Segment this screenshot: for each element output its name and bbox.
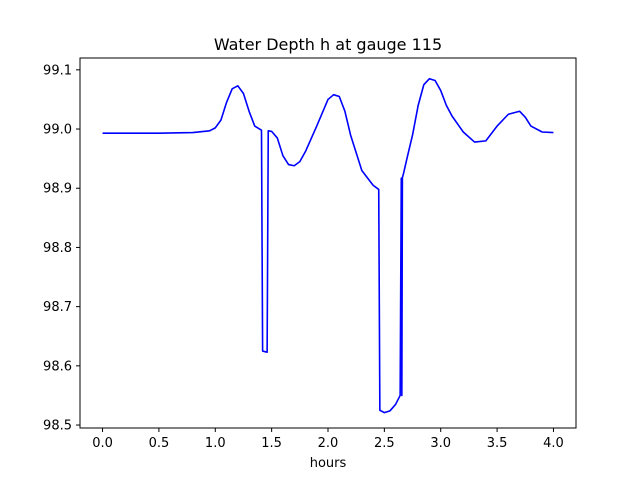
y-axis: 98.5 98.6 98.7 98.8 98.9 99.0 99.1 <box>43 63 80 434</box>
y-tick-label: 99.1 <box>43 63 72 78</box>
x-tick-label: 4.0 <box>543 436 564 451</box>
x-tick-label: 2.0 <box>318 436 339 451</box>
y-tick-label: 98.9 <box>43 182 72 197</box>
y-tick-label: 98.5 <box>43 419 72 434</box>
x-tick-label: 1.0 <box>205 436 226 451</box>
x-axis: 0.0 0.5 1.0 1.5 2.0 2.5 3.0 3.5 4.0 <box>92 428 564 451</box>
plot-frame <box>79 57 577 429</box>
x-tick-label: 0.5 <box>149 436 170 451</box>
y-tick-label: 98.6 <box>43 359 72 374</box>
x-tick-label: 3.5 <box>487 436 508 451</box>
chart-title: Water Depth h at gauge 115 <box>214 35 442 54</box>
x-tick-label: 2.5 <box>374 436 395 451</box>
x-axis-label: hours <box>310 456 347 471</box>
x-tick-label: 3.0 <box>430 436 451 451</box>
y-tick-label: 98.8 <box>43 241 72 256</box>
x-tick-label: 0.0 <box>92 436 113 451</box>
y-tick-label: 99.0 <box>43 123 72 138</box>
y-tick-label: 98.7 <box>43 300 72 315</box>
x-tick-label: 1.5 <box>261 436 282 451</box>
series-line-0 <box>102 77 554 414</box>
